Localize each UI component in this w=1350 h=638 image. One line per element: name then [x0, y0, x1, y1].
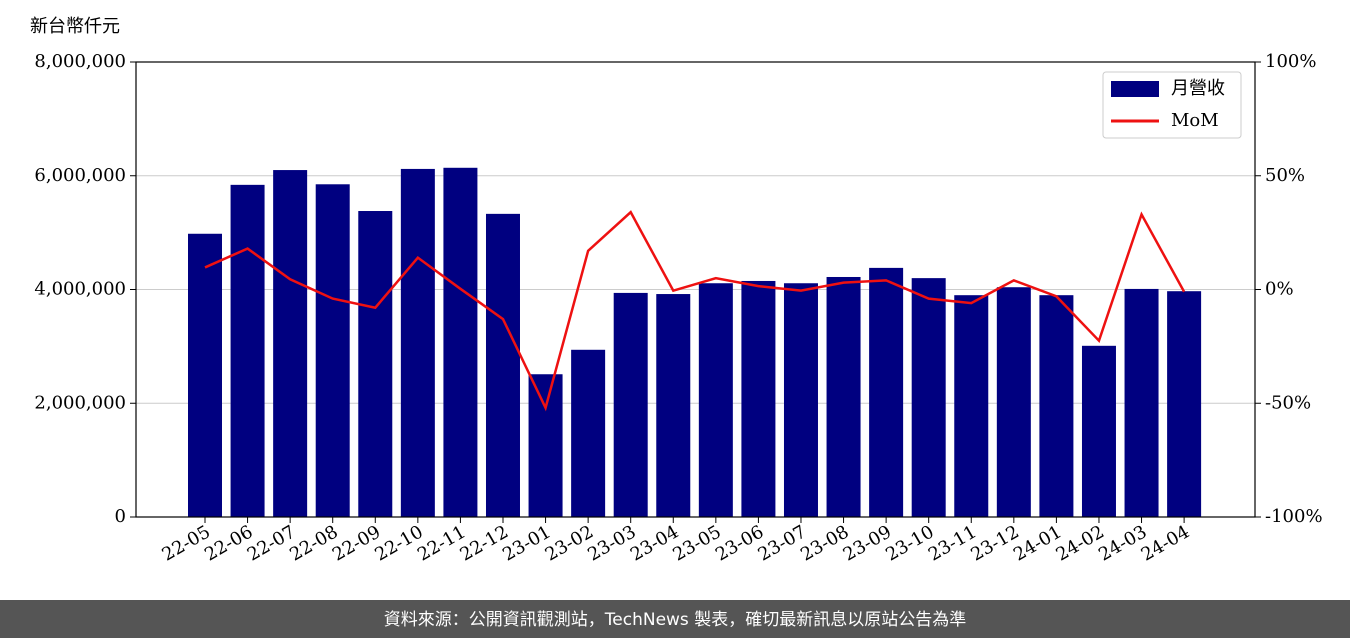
- bar: [698, 283, 733, 517]
- x-tick-label: 22-08: [286, 521, 341, 565]
- bar: [273, 170, 308, 517]
- x-tick-label: 22-05: [159, 521, 214, 565]
- x-tick-label: 22-09: [329, 521, 384, 565]
- x-tick-label: 23-06: [712, 521, 767, 565]
- bar: [783, 283, 818, 517]
- x-tick-label: 23-05: [669, 521, 724, 565]
- bar: [656, 294, 691, 517]
- bar: [315, 184, 350, 517]
- x-tick-label: 23-09: [840, 521, 895, 565]
- x-tick-label: 23-08: [797, 521, 852, 565]
- y-tick-label: 0: [115, 506, 126, 527]
- bar: [911, 278, 946, 517]
- x-tick-label: 23-03: [584, 521, 639, 565]
- legend-swatch: [1111, 81, 1159, 97]
- bar: [188, 233, 222, 517]
- x-tick-label: 23-04: [627, 521, 682, 565]
- bar: [996, 287, 1031, 517]
- plot-frame: [135, 61, 1256, 518]
- y-tick-label: 4,000,000: [34, 279, 126, 300]
- bar: [230, 184, 265, 517]
- x-tick-label: 24-04: [1138, 521, 1193, 565]
- bar: [528, 374, 563, 517]
- y-axis-label: 新台幣仟元: [30, 16, 120, 37]
- x-tick-label: 24-02: [1053, 521, 1108, 565]
- y2-tick-label: 100%: [1265, 51, 1316, 72]
- y2-tick-label: 50%: [1265, 165, 1305, 186]
- bar: [1081, 345, 1116, 517]
- bar: [1124, 288, 1159, 517]
- bar: [741, 280, 776, 517]
- bar: [1167, 291, 1202, 517]
- bar: [954, 295, 989, 517]
- x-tick-label: 24-01: [1010, 521, 1065, 565]
- legend-label: 月營收: [1171, 78, 1225, 99]
- y-tick-label: 2,000,000: [34, 392, 126, 413]
- bar: [400, 168, 435, 518]
- bar: [443, 167, 478, 517]
- bar: [485, 213, 520, 517]
- bar: [358, 211, 393, 517]
- bar: [1039, 295, 1074, 517]
- x-tick-label: 22-11: [414, 521, 469, 565]
- bar: [613, 292, 648, 517]
- legend-label: MoM: [1171, 110, 1219, 131]
- y2-tick-label: 0%: [1265, 279, 1294, 300]
- x-tick-label: 23-11: [925, 521, 980, 565]
- x-tick-label: 23-07: [755, 521, 810, 565]
- line: [204, 210, 1186, 412]
- x-tick-label: 23-02: [542, 521, 597, 565]
- x-tick-label: 23-10: [882, 521, 937, 565]
- x-tick-label: 22-06: [201, 521, 256, 565]
- y-tick-label: 8,000,000: [34, 51, 126, 72]
- x-tick-label: 22-10: [371, 521, 426, 565]
- x-tick-label: 24-03: [1095, 521, 1150, 565]
- bar: [571, 349, 606, 517]
- footer-bar: [0, 600, 1350, 638]
- bar: [826, 276, 861, 517]
- x-tick-label: 23-01: [499, 521, 554, 565]
- x-tick-label: 23-12: [967, 521, 1022, 565]
- y-tick-label: 6,000,000: [34, 165, 126, 186]
- y2-tick-label: -100%: [1265, 506, 1323, 527]
- bar: [869, 267, 904, 517]
- footer: 資料來源：公開資訊觀測站，TechNews 製表，確切最新訊息以原站公告為準: [384, 610, 966, 630]
- y2-tick-label: -50%: [1265, 392, 1311, 413]
- x-tick-label: 22-07: [244, 521, 299, 565]
- x-tick-label: 22-12: [457, 521, 512, 565]
